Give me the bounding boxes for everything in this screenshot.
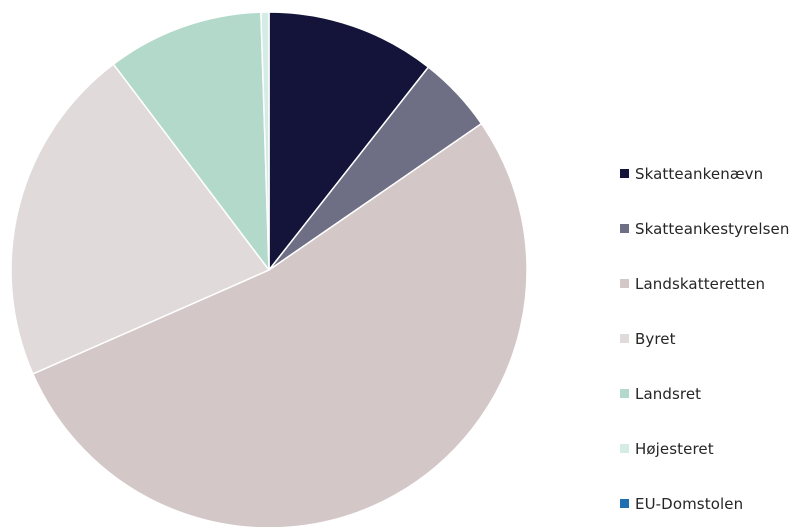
pie-slice-landskatteretten — [32, 122, 528, 527]
legend-label: Højesteret — [635, 439, 714, 458]
legend-item-skatteankestyrelsen: Skatteankestyrelsen — [620, 201, 810, 256]
chart-legend: Skatteankenævn Skatteankestyrelsen Lands… — [620, 146, 810, 531]
legend-swatch — [620, 499, 629, 508]
pie-slices — [10, 11, 528, 527]
pie-slice-byret — [10, 63, 270, 375]
legend-item-hojesteret: Højesteret — [620, 421, 810, 476]
legend-item-landsret: Landsret — [620, 366, 810, 421]
legend-item-byret: Byret — [620, 311, 810, 366]
legend-swatch — [620, 389, 629, 398]
legend-label: Landskatteretten — [635, 274, 766, 293]
legend-item-skatteankenaevn: Skatteankenævn — [620, 146, 810, 201]
legend-swatch — [620, 444, 629, 453]
legend-item-eu-domstolen: EU-Domstolen — [620, 476, 810, 531]
legend-item-landskatteretten: Landskatteretten — [620, 256, 810, 311]
legend-label: EU-Domstolen — [635, 494, 744, 513]
pie-chart — [10, 11, 528, 527]
legend-label: Landsret — [635, 384, 702, 403]
legend-swatch — [620, 334, 629, 343]
pie-slice-h-jesteret — [260, 11, 270, 271]
legend-label: Skatteankestyrelsen — [635, 219, 790, 238]
legend-label: Skatteankenævn — [635, 164, 764, 183]
pie-slice-skatteanken-vn — [268, 11, 430, 271]
legend-label: Byret — [635, 329, 676, 348]
legend-swatch — [620, 169, 629, 178]
legend-swatch — [620, 279, 629, 288]
legend-swatch — [620, 224, 629, 233]
pie-slice-landsret — [112, 11, 270, 271]
